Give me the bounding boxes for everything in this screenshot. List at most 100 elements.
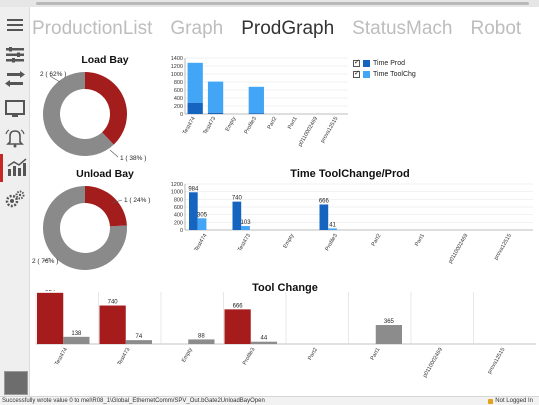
value-label-b-1: 74: [136, 334, 143, 340]
y-tick-label-4: 800: [174, 197, 183, 203]
bar-prod-3: [248, 113, 264, 114]
value-label-b-5: 365: [384, 319, 395, 325]
y-tick-label-6: 1200: [171, 64, 183, 70]
tab-statusmach[interactable]: StatusMach: [352, 18, 453, 39]
legend-label: Time Prod: [373, 60, 406, 67]
value-label-b-0: 305: [197, 212, 208, 218]
donut-label-1: 1 ( 38% ): [120, 155, 146, 162]
alarm-bell-icon: [5, 129, 25, 148]
load-bay-title: Load Bay: [81, 54, 129, 66]
bar-toolchg-3: [248, 86, 264, 114]
bar-b-3: [250, 341, 277, 344]
donut-leader-1: [109, 149, 119, 158]
donut-leader-0: [49, 75, 61, 83]
x-tick-label-0: Test474: [182, 116, 197, 136]
bar-prod-1: [207, 112, 224, 114]
value-label-a-3: 666: [319, 198, 330, 204]
bar-a-1: [99, 305, 126, 344]
transfer-icon: [5, 71, 25, 87]
sidebar-item-list-settings[interactable]: [0, 41, 30, 69]
y-tick-label-6: 1200: [171, 182, 183, 188]
x-tick-label-1: Test473: [202, 116, 217, 136]
sidebar-item-settings[interactable]: [0, 185, 30, 213]
value-label-a-1: 740: [108, 300, 119, 306]
value-label-b-3: 44: [261, 336, 268, 342]
bar-a-1: [232, 201, 242, 230]
tab-graph[interactable]: Graph: [170, 18, 224, 39]
login-status-label: Not Logged In: [495, 398, 533, 404]
bar-b-1: [125, 340, 152, 344]
y-tick-label-1: 200: [174, 220, 183, 226]
sidebar-menu-button[interactable]: [0, 11, 30, 39]
tab-prodgraph[interactable]: ProdGraph: [241, 18, 335, 39]
y-tick-label-5: 1000: [171, 72, 183, 78]
x-tick-label-6: p0110002469: [448, 233, 470, 265]
sidebar-item-prodgraph[interactable]: [0, 154, 30, 182]
legend-swatch: [363, 71, 370, 78]
x-tick-label-7: prova12515: [320, 116, 340, 144]
tab-robot[interactable]: Robot: [470, 18, 522, 39]
monitor-icon: [5, 100, 25, 117]
chart-trend-icon: [7, 158, 26, 176]
time-toolchange-prod-title: Time ToolChange/Prod: [290, 168, 410, 180]
bar-b-0: [63, 336, 90, 344]
donut-slice-1: [43, 186, 127, 270]
y-tick-label-3: 600: [174, 205, 183, 211]
x-tick-label-7: prova12515: [487, 347, 507, 375]
legend-label: Time ToolChg: [373, 71, 416, 78]
bar-prod-0: [187, 102, 203, 114]
legend-item-time-toolchg[interactable]: Time ToolChg: [353, 69, 416, 80]
value-label-a-0: 984: [45, 290, 56, 293]
y-tick-label-0: 0: [180, 228, 183, 234]
sidebar-item-monitor[interactable]: [0, 95, 30, 123]
value-label-a-0: 984: [188, 186, 199, 192]
bar-b-0: [197, 218, 207, 230]
x-tick-label-4: Part2: [267, 116, 279, 130]
scrollbar-thumb[interactable]: [36, 2, 529, 5]
top-scrollbar[interactable]: [0, 0, 539, 7]
x-tick-label-3: Profile3: [244, 116, 259, 135]
bar-b-3: [328, 228, 337, 230]
y-tick-label-0: 0: [180, 112, 183, 118]
x-tick-label-4: Part2: [307, 347, 319, 361]
x-tick-label-7: prova12515: [493, 233, 513, 261]
donut-slice-1: [85, 72, 128, 145]
x-tick-label-2: Empty: [181, 347, 194, 364]
value-label-b-3: 41: [329, 222, 336, 228]
y-tick-label-4: 800: [174, 80, 183, 86]
unload-bay-donut-chart: 1 ( 24% ) 2 ( 76% ): [32, 186, 150, 270]
bar-b-2: [188, 339, 215, 344]
login-status[interactable]: Not Logged In: [488, 398, 533, 404]
list-settings-icon: [6, 47, 24, 63]
sidebar-item-alarm[interactable]: [0, 124, 30, 152]
tab-productionlist[interactable]: ProductionList: [32, 18, 153, 39]
checkbox[interactable]: [353, 69, 360, 78]
value-label-a-3: 666: [233, 303, 244, 309]
x-tick-label-6: p0110002469: [297, 116, 319, 148]
y-tick-label-2: 400: [174, 96, 183, 102]
x-tick-label-6: p0110002469: [422, 347, 444, 379]
tab-bar: ProductionList Graph ProdGraph StatusMac…: [32, 18, 521, 44]
sidebar-item-transfer[interactable]: [0, 65, 30, 93]
donut-leader-1: [43, 257, 51, 262]
bar-b-5: [375, 325, 402, 344]
donut-label-0: 1 ( 24% ): [124, 197, 150, 204]
legend-item-time-prod[interactable]: Time Prod: [353, 58, 416, 69]
lock-icon: [488, 398, 494, 404]
bar-a-3: [319, 204, 329, 230]
y-tick-label-3: 600: [174, 88, 183, 94]
y-tick-label-2: 400: [174, 213, 183, 219]
time-bar-chart: 0 200 400 600 800 1000 1200 1400 Test474 Test473 E…: [171, 56, 348, 148]
x-tick-label-0: Test474: [54, 347, 69, 367]
status-thumbnail[interactable]: [4, 371, 28, 395]
donut-slice-0: [43, 72, 114, 156]
status-message: Successfully wrote value 0 to mel\R08_1\…: [2, 398, 265, 404]
legend-swatch: [363, 60, 370, 67]
bar-toolchg-1: [207, 81, 224, 113]
gears-icon: [5, 190, 25, 208]
donut-slice-0: [85, 186, 127, 227]
bar-toolchg-0: [187, 62, 203, 103]
status-bar: Successfully wrote value 0 to mel\R08_1\…: [0, 396, 539, 405]
checkbox[interactable]: [353, 58, 360, 67]
